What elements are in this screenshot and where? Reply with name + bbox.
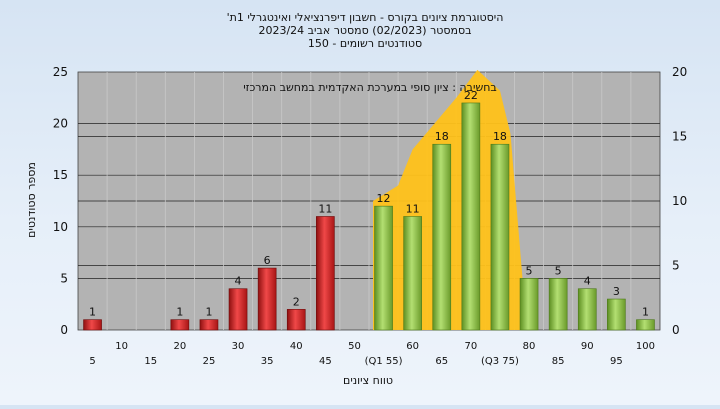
- bar-data-label: 1: [176, 306, 183, 319]
- x-tick-label: (Q1 55): [365, 356, 403, 367]
- bar-data-label: 18: [493, 130, 507, 143]
- x-tick-label: 35: [261, 356, 274, 367]
- bar: [170, 319, 190, 331]
- x-tick-label: 85: [552, 356, 565, 367]
- x-tick-label: 60: [406, 341, 419, 352]
- bar: [257, 267, 277, 331]
- bar: [519, 278, 539, 331]
- bar-data-label: 2: [293, 295, 300, 308]
- bar: [403, 216, 422, 331]
- chart-annotation: בחשיבה : ציון סופי במערכת האקדמית במחשב …: [243, 81, 497, 94]
- x-tick-label: 80: [523, 341, 536, 352]
- bar: [374, 205, 393, 331]
- x-tick-label: 20: [173, 341, 186, 352]
- grid-lines: [78, 72, 660, 330]
- bar-data-label: 22: [464, 89, 478, 102]
- x-tick-label: 65: [435, 356, 448, 367]
- bar: [316, 216, 335, 331]
- bar-data-label: 1: [642, 306, 649, 319]
- bar-data-label: 1: [205, 306, 212, 319]
- x-tick-label: 25: [203, 356, 216, 367]
- bar-data-label: 18: [435, 130, 449, 143]
- y2-tick-label: 0: [672, 323, 680, 337]
- y-tick-label: 25: [53, 65, 68, 79]
- y2-tick-label: 5: [672, 259, 680, 273]
- x-tick-label: 100: [636, 341, 655, 352]
- bar: [607, 298, 626, 331]
- bar: [228, 288, 248, 331]
- chart-title-line-3: סטודנטים רשומים - 150: [308, 37, 422, 50]
- x-tick-label: 5: [89, 356, 95, 367]
- chart-title-line-1: היסטוגרמת ציונים בקורס - חשבון דיפרנציאל…: [227, 11, 504, 24]
- bar-data-label: 4: [584, 275, 591, 288]
- y-tick-label: 5: [60, 271, 68, 285]
- bar-data-label: 5: [555, 264, 562, 277]
- x-tick-label: 95: [610, 356, 623, 367]
- bar: [432, 143, 452, 331]
- bar: [577, 288, 597, 331]
- bars: [83, 102, 655, 331]
- bar: [286, 309, 306, 331]
- x-tick-label: (Q3 75): [481, 356, 519, 367]
- y-tick-label: 0: [60, 323, 68, 337]
- y-axis-title: מספר סטודנטים: [25, 162, 38, 238]
- bar-data-label: 1: [89, 306, 96, 319]
- x-tick-label: 70: [464, 341, 477, 352]
- bar: [490, 143, 510, 331]
- bar-data-label: 6: [264, 254, 271, 267]
- x-axis: 5 10 15 20 25 30 35 40 45 50 (Q1 55)60 65 70 (Q3 75) 8…: [89, 341, 655, 367]
- bar: [199, 319, 219, 331]
- bar-data-label: 4: [235, 275, 242, 288]
- y2-tick-label: 10: [672, 194, 687, 208]
- x-tick-label: 30: [232, 341, 245, 352]
- x-tick-label: 50: [348, 341, 361, 352]
- x-tick-label: 45: [319, 356, 332, 367]
- y-axis-right: 0 5 10 15 20: [672, 65, 687, 337]
- bar-data-label: 5: [526, 264, 533, 277]
- chart-title-line-2: בסמסטר (02/2023) סמסטר אביב 2023/24: [258, 24, 471, 37]
- x-axis-title: טווח ציונים: [343, 374, 393, 387]
- bar-data-label: 11: [406, 202, 420, 215]
- x-tick-label: 15: [144, 356, 157, 367]
- bar: [548, 278, 568, 331]
- x-tick-label: 90: [581, 341, 594, 352]
- bar-data-label: 3: [613, 285, 620, 298]
- x-tick-label: 10: [115, 341, 128, 352]
- y2-tick-label: 15: [672, 130, 687, 144]
- bar: [636, 319, 655, 331]
- bar-data-label: 11: [318, 202, 332, 215]
- x-tick-label: 40: [290, 341, 303, 352]
- y-tick-label: 20: [53, 117, 68, 131]
- bar-data-label: 12: [377, 192, 391, 205]
- bar: [461, 102, 481, 331]
- y-tick-label: 10: [53, 220, 68, 234]
- bar: [83, 319, 102, 331]
- y-tick-label: 15: [53, 168, 68, 182]
- y-axis-left: 0 5 10 15 20 25: [53, 65, 68, 337]
- y2-tick-label: 20: [672, 65, 687, 79]
